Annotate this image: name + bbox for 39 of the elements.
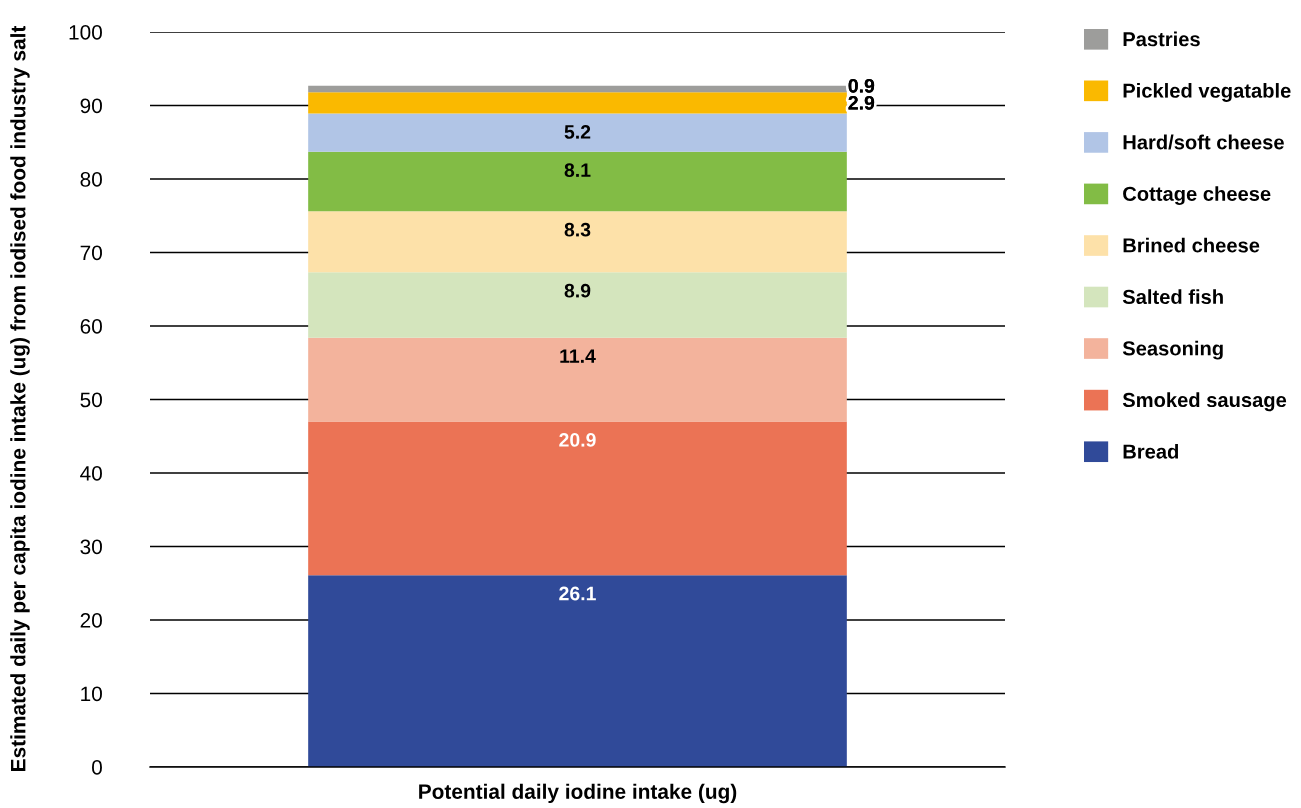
bar <box>308 113 847 152</box>
x-axis-title: Potential daily iodine intake (ug) <box>419 783 737 804</box>
legend-label: Seasoning <box>1122 340 1223 360</box>
bar <box>308 85 847 93</box>
data-label: 26.1 <box>559 586 596 601</box>
bar <box>308 151 847 212</box>
y-tick-label: 60 <box>80 319 102 334</box>
legend-label: Brined cheese <box>1123 237 1260 253</box>
y-axis-title: Estimated daily per capita iodine intake (ug) from iodised food industry salt <box>10 25 30 771</box>
y-tick-label: 20 <box>80 613 102 628</box>
bar <box>308 92 847 114</box>
y-tick-label: 10 <box>81 686 102 702</box>
bar <box>308 421 847 576</box>
y-tick-label: 70 <box>80 245 102 261</box>
data-label: 5.2 <box>564 125 591 139</box>
data-label: 20.9 <box>559 433 596 447</box>
legend-label: Pastries <box>1123 31 1200 47</box>
y-tick-label: 80 <box>80 172 102 187</box>
bar <box>308 272 847 338</box>
legend-label: Pickled vegatable <box>1123 83 1291 102</box>
legend-label: Salted fish <box>1122 289 1223 305</box>
legend-label: Smoked sausage <box>1122 392 1287 412</box>
legend-label: Cottage cheese <box>1123 186 1271 205</box>
y-tick-label: 50 <box>80 392 102 408</box>
legend-label: Bread <box>1123 443 1179 459</box>
data-label: 11.4 <box>560 349 596 363</box>
bar <box>308 337 847 422</box>
data-label: 8.3 <box>564 222 591 237</box>
legend-label: Hard/soft cheese <box>1123 134 1284 150</box>
y-tick-label: 40 <box>80 466 102 481</box>
data-label: 8.9 <box>564 283 591 298</box>
y-tick-label: 0 <box>92 760 102 775</box>
y-tick-label: 90 <box>80 98 102 114</box>
data-label: 0.9 <box>848 78 875 93</box>
y-tick-label: 100 <box>69 25 102 40</box>
bar <box>308 211 847 273</box>
data-label: 8.1 <box>564 163 591 178</box>
y-tick-label: 30 <box>80 539 102 555</box>
bar <box>308 575 847 767</box>
